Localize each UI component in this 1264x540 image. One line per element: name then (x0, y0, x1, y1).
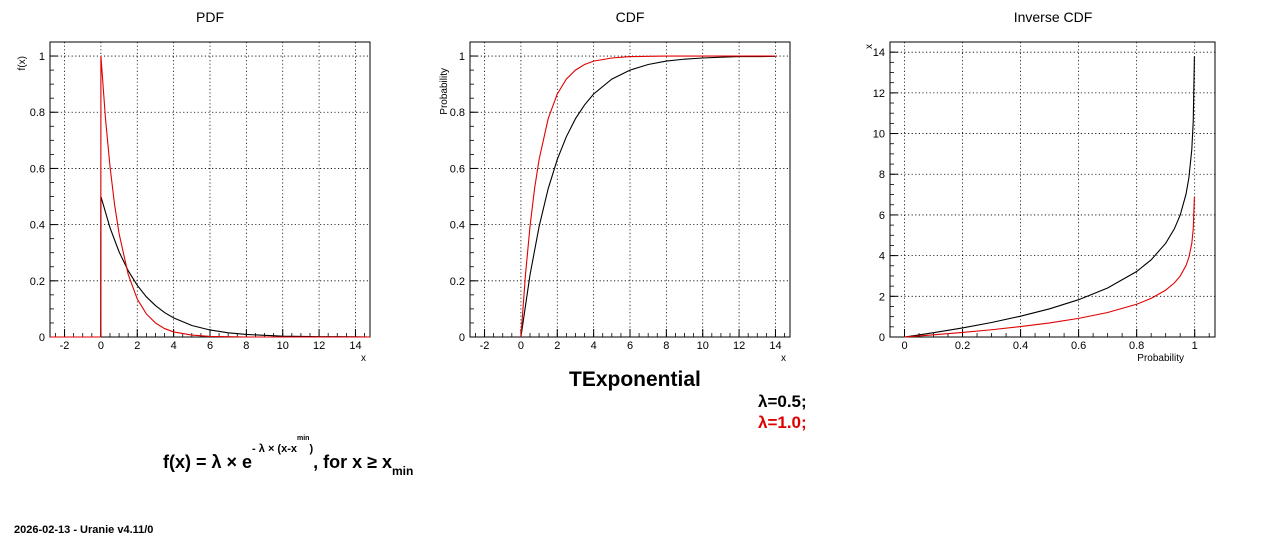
chart-title: CDF (616, 9, 645, 25)
y-tick-label-5: 1 (39, 51, 45, 63)
chart-panel-2: -2 0 2 4 6 8 10 12 14 0 0.2 0.4 0.6 0.8 1 CDF x Probabili… (439, 9, 791, 364)
formula-exponent-sub: min (296, 435, 310, 442)
x-tick-label-5: 8 (663, 340, 669, 352)
formula-lhs: f(x) = λ × e (163, 452, 253, 472)
x-tick-label-6: 10 (697, 340, 709, 352)
series-line-2 (904, 196, 1195, 338)
legend-entry-lambda-0-5: λ=0.5; (758, 392, 807, 411)
x-tick-label-8: 14 (349, 340, 361, 352)
x-tick-label-3: 4 (171, 340, 177, 352)
y-tick-label-2: 4 (879, 251, 885, 263)
formula-tail-sub: min (392, 464, 414, 478)
chart-title: PDF (196, 9, 224, 25)
main-title: TExponential (569, 368, 701, 391)
x-tick-label-4: 6 (207, 340, 213, 352)
y-tick-label-3: 6 (879, 210, 885, 222)
x-tick-label-2: 2 (554, 340, 560, 352)
x-tick-label-2: 2 (134, 340, 140, 352)
x-tick-label-6: 10 (277, 340, 289, 352)
y-tick-label-3: 0.6 (450, 163, 465, 175)
y-tick-label-4: 0.8 (30, 107, 45, 119)
y-tick-label-0: 0 (39, 332, 45, 344)
y-tick-label-5: 1 (459, 51, 465, 63)
y-axis-label: f(x) (17, 56, 28, 70)
chart-panel-1: -2 0 2 4 6 8 10 12 14 0 0.2 0.4 0.6 0.8 1 PDF x f(x) (17, 9, 371, 364)
formula-exponent: - λ × (x-xmin) (252, 435, 314, 455)
y-tick-label-1: 0.2 (450, 276, 465, 288)
y-tick-label-3: 0.6 (30, 163, 45, 175)
formula-exponent-close: ) (309, 443, 314, 455)
x-tick-label-8: 14 (769, 340, 781, 352)
footer-version: 2026-02-13 - Uranie v4.11/0 (14, 524, 154, 536)
y-tick-label-2: 0.4 (30, 220, 45, 232)
y-tick-label-0: 0 (879, 332, 885, 344)
plot-frame (889, 41, 1216, 338)
x-tick-label-1: 0.2 (955, 340, 970, 352)
series-line-1 (520, 55, 776, 338)
x-tick-label-0: -2 (60, 340, 70, 352)
x-tick-label-1: 0 (98, 340, 104, 352)
series-line-2 (50, 56, 370, 338)
x-tick-label-4: 0.8 (1129, 340, 1144, 352)
x-axis-label: x (361, 353, 366, 364)
series-line-2 (520, 55, 776, 338)
y-tick-label-6: 12 (873, 88, 885, 100)
x-tick-label-3: 0.6 (1071, 340, 1086, 352)
y-tick-label-0: 0 (459, 332, 465, 344)
y-tick-label-4: 8 (879, 169, 885, 181)
x-tick-label-0: -2 (480, 340, 490, 352)
x-tick-label-5: 8 (243, 340, 249, 352)
x-axis-label: Probability (1137, 353, 1184, 364)
y-tick-label-5: 10 (873, 129, 885, 141)
x-tick-label-5: 1 (1192, 340, 1198, 352)
series-line-1 (904, 56, 1195, 338)
pdf-formula: f(x) = λ × e- λ × (x-xmin), for x ≥ xmin (163, 435, 413, 478)
x-tick-label-3: 4 (591, 340, 597, 352)
y-tick-label-7: 14 (873, 47, 885, 59)
formula-tail: , for x ≥ x (313, 452, 393, 472)
chart-title: Inverse CDF (1014, 9, 1093, 25)
legend-entry-lambda-1-0: λ=1.0; (758, 413, 807, 432)
y-tick-label-1: 0.2 (30, 276, 45, 288)
x-tick-label-1: 0 (518, 340, 524, 352)
formula-exponent-main: - λ × (x-x (252, 443, 297, 455)
x-tick-label-4: 6 (627, 340, 633, 352)
y-axis-label: Probability (439, 68, 450, 115)
x-tick-label-2: 0.4 (1013, 340, 1028, 352)
y-axis-label: x (864, 44, 875, 49)
y-tick-label-4: 0.8 (450, 107, 465, 119)
y-tick-label-2: 0.4 (450, 220, 465, 232)
x-tick-label-7: 12 (733, 340, 745, 352)
y-tick-label-1: 2 (879, 291, 885, 303)
x-tick-label-0: 0 (901, 340, 907, 352)
x-axis-label: x (781, 353, 786, 364)
x-tick-label-7: 12 (313, 340, 325, 352)
